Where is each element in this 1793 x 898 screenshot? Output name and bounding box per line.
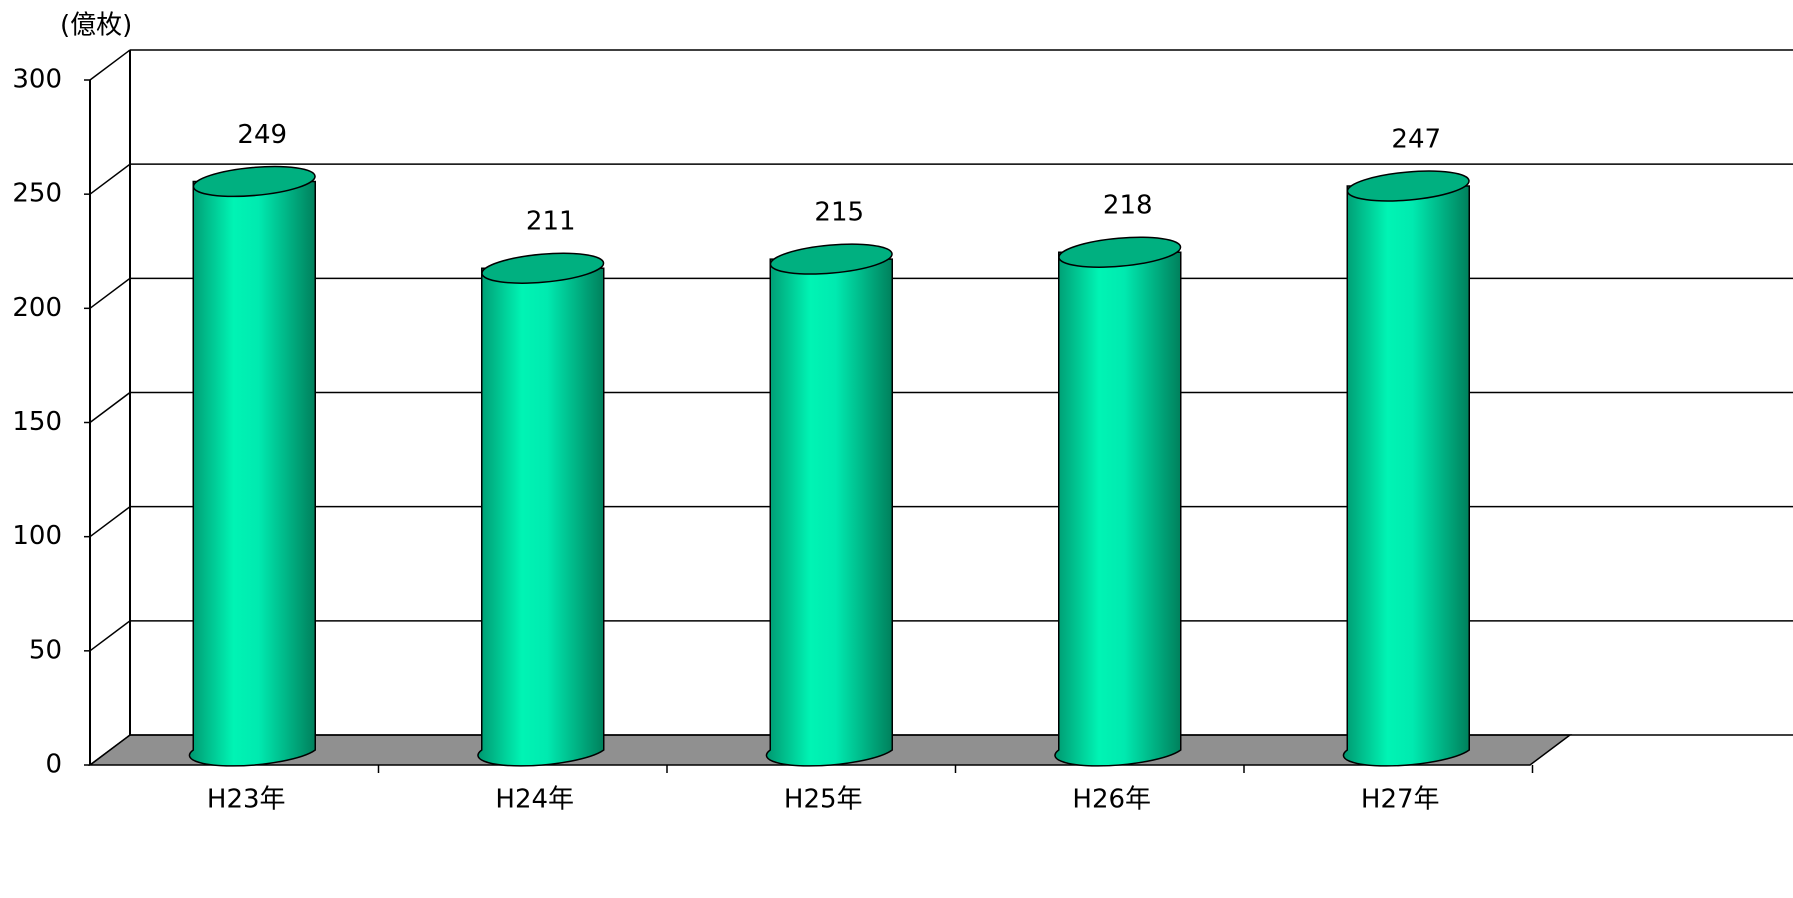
grid-line (89, 620, 131, 652)
grid-line (89, 277, 131, 309)
cylinder (1342, 185, 1470, 767)
value-label: 247 (1391, 125, 1441, 155)
value-label: 215 (814, 198, 864, 228)
cylinder-top (192, 165, 316, 198)
y-tick-label: 0 (45, 750, 62, 780)
x-tick-label: H23年 (207, 785, 286, 815)
cylinder (1054, 251, 1182, 767)
grid-line (89, 391, 131, 424)
grid-line (89, 506, 131, 538)
grid-line (89, 734, 131, 766)
grid-line (89, 163, 131, 195)
x-tick-label: H24年 (495, 785, 574, 815)
value-label: 211 (526, 207, 576, 237)
cylinder-top (481, 252, 605, 284)
x-tick-label: H27年 (1361, 785, 1440, 815)
grid-line (89, 49, 131, 81)
x-tick-label: H26年 (1072, 785, 1151, 815)
value-label: 249 (237, 120, 287, 150)
cylinder (188, 180, 316, 767)
cylinder-top (769, 243, 893, 275)
y-axis-label: (億枚) (60, 11, 132, 41)
y-tick-label: 100 (12, 521, 62, 551)
cylinder-top (1346, 170, 1470, 202)
value-label: 218 (1103, 191, 1153, 221)
cylinder (477, 267, 605, 767)
y-tick-label: 250 (12, 179, 62, 209)
y-tick-label: 200 (12, 293, 62, 323)
x-tick-label: H25年 (784, 785, 863, 815)
y-tick-label: 150 (12, 407, 62, 437)
y-tick-label: 50 (29, 635, 62, 665)
cylinder-top (1058, 236, 1182, 268)
cylinder (765, 258, 893, 767)
y-tick-label: 300 (12, 65, 62, 95)
